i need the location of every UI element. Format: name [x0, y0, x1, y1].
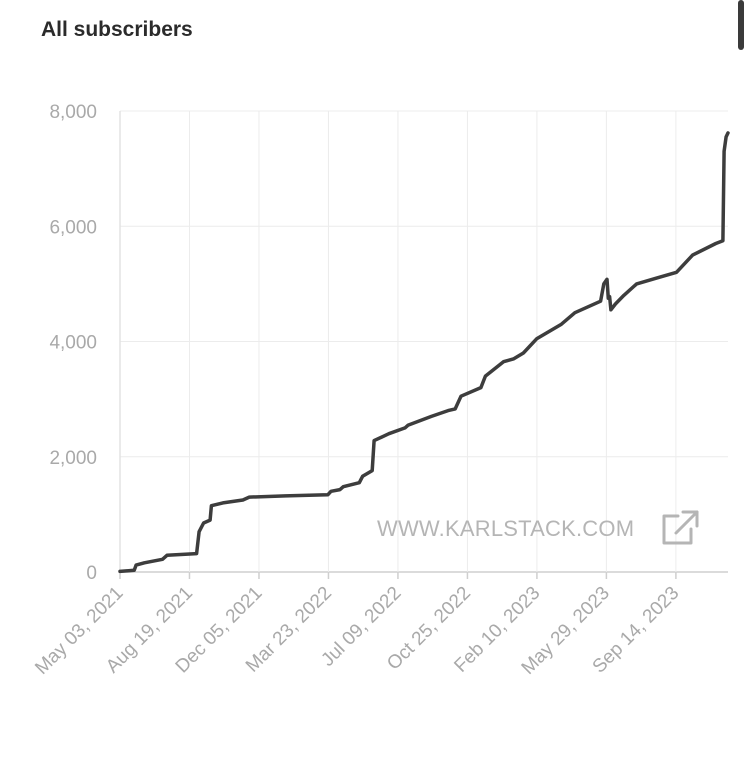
y-tick-label: 8,000	[49, 102, 97, 123]
chart-title: All subscribers	[41, 18, 193, 41]
external-link-icon[interactable]	[662, 510, 699, 545]
y-tick-label: 6,000	[49, 217, 97, 238]
watermark[interactable]: WWW.KARLSTACK.COM	[377, 510, 699, 545]
y-tick-label: 2,000	[49, 448, 97, 469]
scrollbar-thumb[interactable]	[738, 0, 744, 50]
y-tick-label: 0	[86, 563, 97, 584]
subscribers-series-line	[118, 131, 730, 574]
y-axis-tick-labels: 0 2,000 4,000 6,000 8,000	[49, 102, 97, 584]
watermark-text[interactable]: WWW.KARLSTACK.COM	[377, 516, 634, 541]
series-lines	[118, 131, 730, 574]
y-tick-label: 4,000	[49, 333, 97, 354]
